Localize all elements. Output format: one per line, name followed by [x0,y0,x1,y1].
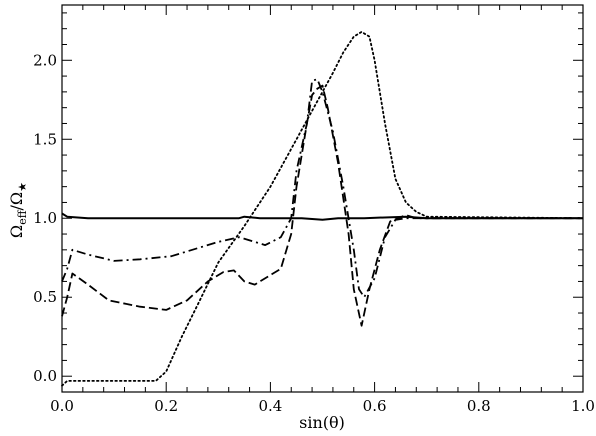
series-line-dashed [61,84,583,327]
x-axis-title: sin(θ) [299,413,345,432]
axis-layer: 0.0 0.2 0.4 0.6 0.8 1.0 0.0 0.5 1.0 1.5 2.0 [33,4,595,415]
y-tick-label: 0.0 [33,367,57,385]
x-tick-label: 0.4 [258,397,282,415]
x-tick-label: 0.6 [363,397,387,415]
x-tick-label: 0.2 [154,397,178,415]
series-line-dotted [61,31,584,387]
x-tick-label: 0.8 [467,397,491,415]
plot-frame [61,4,584,393]
series-line-dashdot [61,78,583,299]
series-line-solid [61,212,583,221]
x-tick-label: 0.0 [50,397,74,415]
x-tick-label: 1.0 [571,397,595,415]
y-tick-label: 1.5 [33,130,57,148]
series-layer [61,31,584,387]
y-tick-label: 1.0 [33,209,57,227]
y-axis-title: Ωeff/Ω★ [7,182,29,238]
y-tick-label: 0.5 [33,288,57,306]
y-tick-label: 2.0 [33,51,57,69]
